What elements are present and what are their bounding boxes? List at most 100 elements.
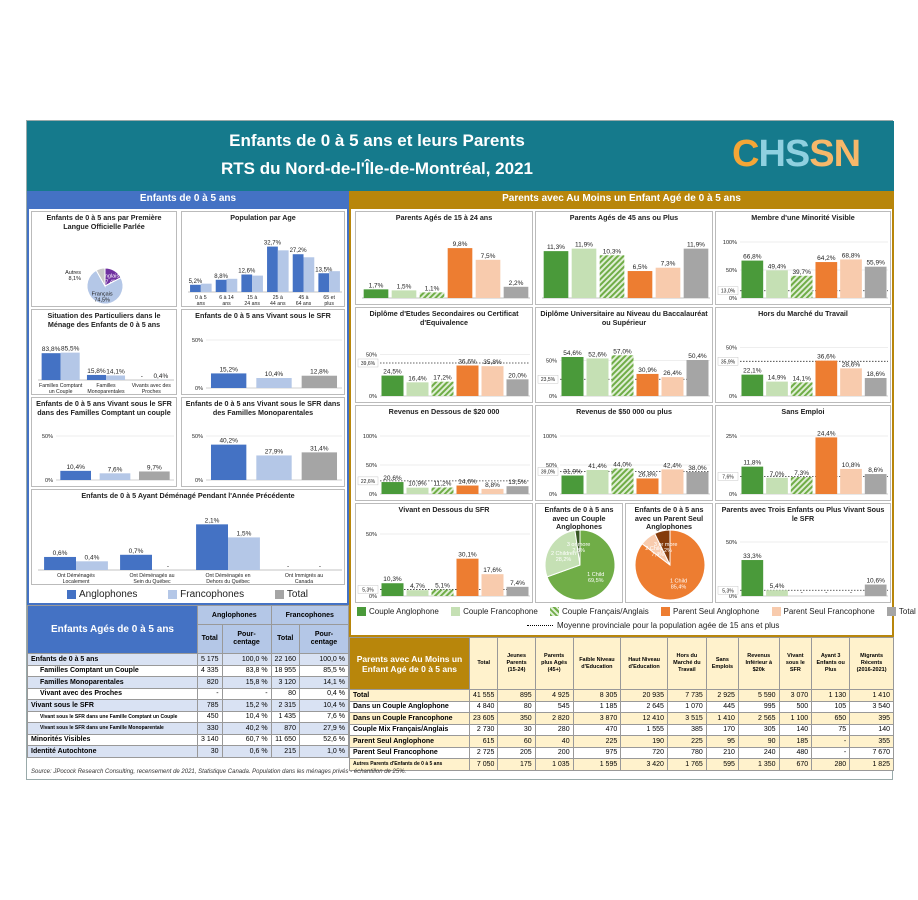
bar [864,266,887,298]
chart-title: Vivant en Dessous du SFR [398,505,490,514]
pie-label: 1 Child [670,578,687,584]
category-label: Ont Déménagés [57,573,95,579]
pie-label: Français [92,291,113,297]
table-cell: 30 [497,723,536,736]
left-column-frame [27,207,349,605]
bar [381,583,404,596]
bar-value-label: 16,4% [408,375,427,382]
chart-svg: 0% 50% 40,2% 27,9% 31,4% [192,434,342,484]
bar [60,470,92,480]
table-cell: 170 [705,723,739,736]
bar-value-label: 27,2% [290,248,308,254]
bar [599,255,625,298]
table-cell: 720 [620,746,668,759]
bar-value-label: 13,5% [508,479,527,486]
moyenne-value: 39,0% [541,469,556,475]
table-cell: 190 [620,735,668,748]
chart-panel-secondaire: Diplôme d'Etudes Secondaires ou Certific… [355,307,533,403]
category-label: 65 et [323,295,335,301]
legend-swatch [451,607,461,617]
pie-slice [546,529,616,601]
bar-value-label: - [825,589,827,596]
bar [60,352,80,380]
chart-title: Revenus en Dessous de $20 000 [388,407,500,416]
tick-label: 0% [369,394,377,400]
bar [840,468,862,494]
chart-svg: 0% 50% 5,3% 33,3% 5,4% - - - 10,6% [717,540,888,600]
legend-swatch [168,589,178,599]
table-cell: 355 [849,735,894,748]
bar [741,560,764,596]
col-header: Faible Niveau d'Education [572,637,622,690]
table-row: Autres Parents d'Enfants de 0 à 5 ans 7 0… [349,758,894,771]
chart-title: Enfants de 0 à 5 ans Vivant sous le SFR [195,311,331,320]
category-label: 6 à 14 [219,295,234,301]
bar [506,486,529,494]
bar-value-label: 52,6% [588,351,607,358]
col-header: Total [468,637,499,690]
moyenne-value: 5,3% [362,587,374,593]
bar [252,275,263,292]
table-cell: 140 [778,723,813,736]
category-label: Familles [96,383,116,389]
category-label: ans [197,301,206,307]
chart-title: Population par Age [230,213,296,222]
category-label: Localement [63,579,90,585]
col-header: Total [197,624,223,654]
bar-value-label: 54,6% [563,350,582,357]
bar-value-label: 11,9% [687,242,705,249]
table-cell: 52,6 % [298,733,350,746]
col-header: Haut Niveau d'Education [620,637,668,690]
tick-label: 50% [192,338,203,344]
col-header: Migrants Récents (2016-2021) [849,637,894,690]
table-row: Total 41 555 895 4 925 8 305 20 935 7 735 2 925… [349,689,894,702]
moyenne-box [717,357,739,366]
bar-value-label: 7,3% [794,470,809,477]
table-cell: Vivant avec des Proches [27,687,198,700]
moyenne-value: 5,3% [722,588,734,594]
table-title: Enfants Agés de 0 à 5 ans [27,605,198,654]
table-cell: 1 435 [270,710,300,723]
pie-label: Autres [65,270,81,276]
chart-title: Revenus de $50 000 ou plus [576,407,672,416]
table-row: Couple Mix Français/Anglais 2 730 30 280 470… [349,723,894,736]
col-header: Vivant sous le SFR [778,637,813,690]
chart-svg: 0% 50% 100% 13,0% 66,8% 49,4% 39,7% 64,2% 68,8% 5… [717,240,888,302]
table-cell: 2 565 [737,712,780,725]
category-label: 0 à 5 [195,295,207,301]
category-label: Sein du Québec [133,579,171,585]
col-header: Pour-centage [221,624,272,654]
bar-value-label: 11,3% [547,244,565,251]
bar-value-label: 1,5% [397,283,412,290]
bar [481,574,504,596]
bar-value-label: 1,7% [369,282,384,289]
category-label: 25 à [273,295,283,301]
table-cell: 40 [534,735,574,748]
category-label: 64 ans [296,301,312,307]
bar-value-label: 26,8% [638,471,657,478]
table-cell: 1,0 % [298,745,350,758]
bar-value-label: 55,9% [866,260,885,267]
parents-table: Parents avec Au Moins un Enfant Agé de 0… [349,637,894,771]
bar-value-label: 57,0% [613,348,632,355]
bar-value-label: 15,8% [87,368,106,375]
bar-value-label: 14,6% [458,479,477,486]
pie-label: Anglais [101,274,119,280]
chart-panel-rev50: Revenus de $50 000 ou plus 0% 50% 100% 39,0%… [535,405,713,501]
table-cell: 80 [497,700,536,713]
moyenne-box [717,472,739,481]
bar [864,584,887,596]
chart-title: Enfants de 0 à 5 ans avec un Couple Angl… [544,505,614,531]
tick-label: 100% [543,434,557,440]
bar-value-label: 24,4% [817,430,836,437]
table-row: Vivant sous le SFR 785 15,2 % 2 315 10,4 % [27,699,350,712]
bar [419,292,445,298]
table-cell: 5 175 [197,653,223,666]
moyenne-value: 22,6% [361,479,376,485]
bar-value-label: 64,2% [817,255,836,262]
pie-label: 7,4% [652,552,665,558]
chart-title: Enfants de 0 à 5 ans Vivant sous le SFR … [185,399,341,417]
bar-value-label: 7,3% [661,261,676,268]
chart-panel-pie_couple: Enfants de 0 à 5 ans avec un Couple Angl… [535,503,623,603]
table-cell: 4 925 [534,689,574,702]
